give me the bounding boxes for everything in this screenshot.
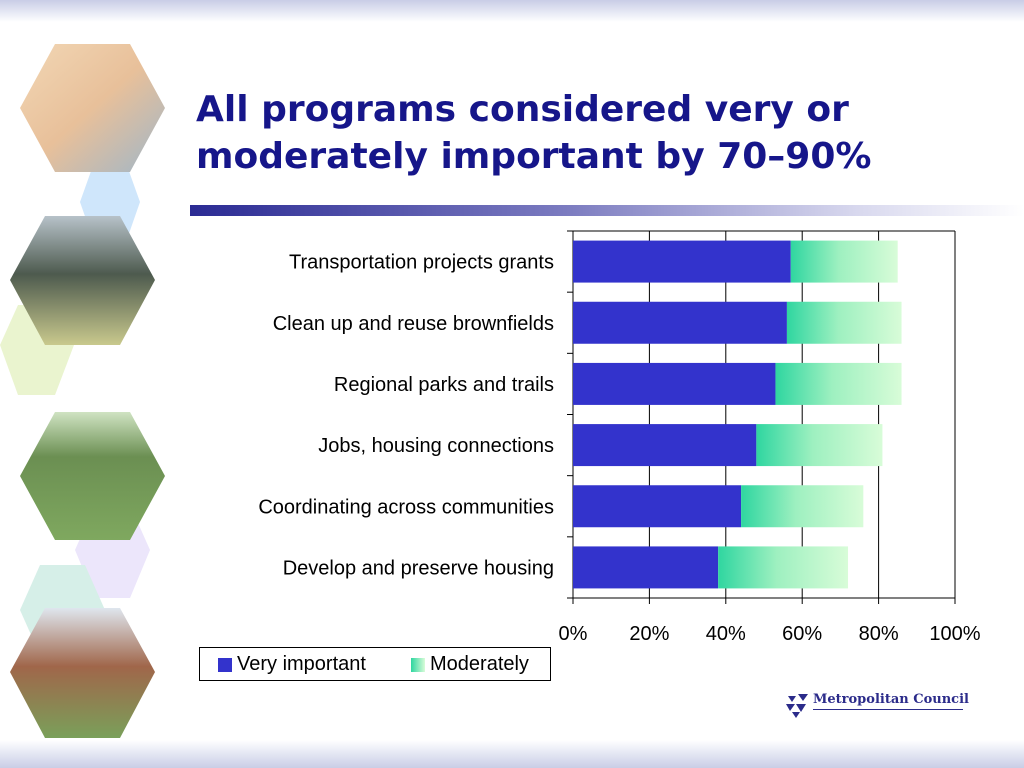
- category-label: Clean up and reuse brownfields: [273, 313, 554, 335]
- bar-very-important: [573, 301, 787, 344]
- bar-very-important: [573, 424, 757, 467]
- bar-moderately: [786, 301, 902, 344]
- x-tick-label: 40%: [706, 623, 746, 645]
- photo-light-rail-train: [10, 216, 155, 345]
- legend-label-moderately: Moderately: [430, 653, 529, 675]
- chart-legend: Very important Moderately: [199, 647, 551, 681]
- bar-moderately: [790, 240, 898, 283]
- photo-hexagon-column: [0, 44, 165, 738]
- category-label: Transportation projects grants: [289, 252, 554, 274]
- category-label: Regional parks and trails: [334, 374, 554, 396]
- logo-text: Metropolitan Council: [813, 692, 969, 707]
- bar-moderately: [775, 362, 902, 405]
- top-band: [0, 0, 1024, 22]
- bar-very-important: [573, 546, 719, 589]
- photo-townhouses: [10, 608, 155, 738]
- x-tick-label: 80%: [859, 623, 899, 645]
- council-logo-mark: [786, 694, 808, 718]
- photo-child-drinking: [20, 44, 165, 172]
- bar-very-important: [573, 485, 742, 528]
- x-tick-label: 20%: [629, 623, 669, 645]
- metropolitan-council-logo: Metropolitan Council: [786, 690, 969, 720]
- bar-moderately: [741, 485, 864, 528]
- bottom-band: [0, 740, 1024, 768]
- x-tick-label: 0%: [559, 623, 588, 645]
- legend-label-very-important: Very important: [237, 653, 366, 675]
- category-label: Coordinating across communities: [258, 496, 554, 518]
- category-label: Develop and preserve housing: [283, 557, 554, 579]
- bar-moderately: [756, 424, 883, 467]
- bar-very-important: [573, 240, 791, 283]
- title-underline: [190, 205, 1024, 216]
- photo-cyclist-trail: [20, 412, 165, 540]
- bar-very-important: [573, 362, 776, 405]
- legend-swatch-very-important: [218, 658, 232, 672]
- slide-title: All programs considered very or moderate…: [196, 89, 872, 177]
- legend-swatch-moderately: [411, 658, 425, 672]
- category-label: Jobs, housing connections: [318, 435, 554, 457]
- x-tick-label: 100%: [929, 623, 980, 645]
- bar-moderately: [718, 546, 849, 589]
- x-tick-label: 60%: [782, 623, 822, 645]
- logo-underline: [813, 709, 963, 710]
